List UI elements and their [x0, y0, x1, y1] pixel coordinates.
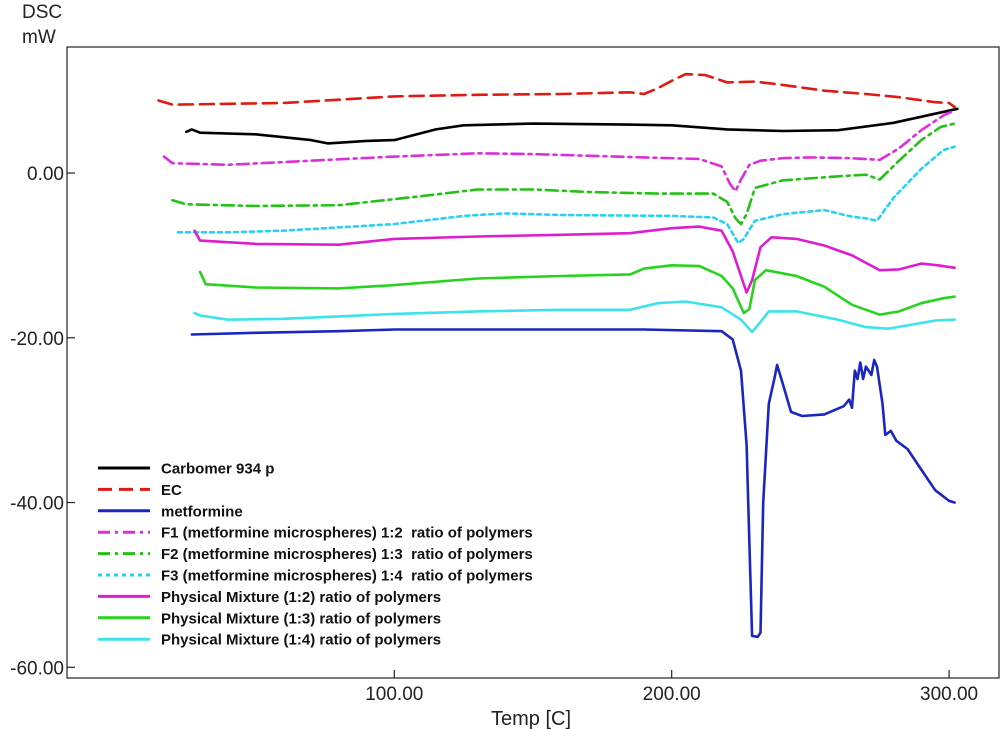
series-line-8 [198, 264, 956, 316]
y-tick-label: -20.00 [10, 329, 64, 350]
x-axis-label: Temp [C] [491, 708, 571, 729]
legend-label: Carbomer 934 p [161, 461, 274, 478]
series-line-6 [176, 145, 956, 245]
x-tick-label: 300.00 [920, 684, 978, 705]
y-tick-label: -60.00 [10, 658, 64, 679]
legend: Carbomer 934 p EC metformine F1 (metformine… [98, 461, 533, 649]
y-tick-label: 0.00 [27, 164, 64, 185]
legend-label: EC [161, 482, 182, 499]
series-line-3 [190, 328, 956, 639]
axis-ticks: 100.00 200.00 300.00 0.00 -20.00 -40.00 -60.00 [10, 164, 978, 705]
y-axis-label-line2: mW [22, 27, 56, 48]
legend-label: F3 (metformine microspheres) 1:4 ratio o… [161, 568, 533, 585]
legend-label: Physical Mixture (1:4) ratio of polymers [161, 632, 441, 649]
series-line-9 [193, 300, 956, 334]
legend-label: Physical Mixture (1:3) ratio of polymers [161, 610, 441, 627]
y-axis-label: DSC mW [22, 2, 62, 48]
series-line-5 [171, 122, 956, 226]
plot-area [66, 46, 1000, 679]
y-axis-label-line1: DSC [22, 2, 62, 23]
y-tick-label: -40.00 [10, 494, 64, 515]
series-line-2 [157, 72, 956, 109]
legend-label: F1 (metformine microspheres) 1:2 ratio o… [161, 525, 533, 542]
legend-label: F2 (metformine microspheres) 1:3 ratio o… [161, 546, 533, 563]
series-line-1 [185, 107, 959, 145]
series-line-4 [162, 109, 956, 193]
series-line-7 [193, 225, 956, 294]
series-lines [157, 72, 959, 639]
x-tick-label: 200.00 [643, 684, 701, 705]
x-tick-label: 100.00 [365, 684, 423, 705]
legend-label: Physical Mixture (1:2) ratio of polymers [161, 589, 441, 606]
legend-label: metformine [161, 503, 243, 520]
